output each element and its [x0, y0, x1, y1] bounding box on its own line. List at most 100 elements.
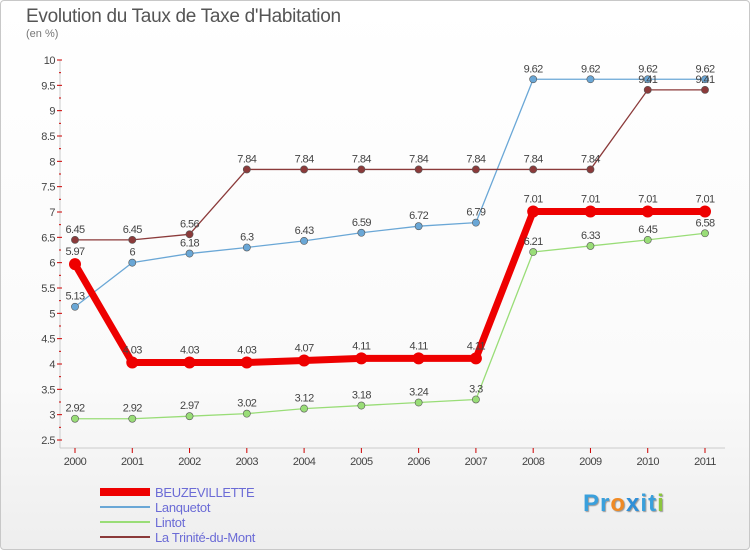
data-point — [529, 75, 538, 84]
data-point — [298, 354, 311, 367]
y-tick-label: 6.5 — [41, 232, 55, 244]
data-point — [300, 236, 308, 245]
data-point — [185, 230, 194, 239]
data-label: 7.84 — [581, 153, 600, 165]
data-point — [357, 401, 366, 410]
data-label: 6.72 — [409, 210, 428, 222]
data-label: 6.45 — [123, 224, 142, 236]
data-label: 9.62 — [524, 63, 543, 75]
data-point — [71, 302, 79, 311]
data-label: 4.11 — [410, 340, 429, 352]
data-label: 9.41 — [638, 74, 657, 86]
data-point — [183, 356, 196, 369]
y-tick-label: 4 — [49, 359, 55, 371]
data-label: 6.56 — [180, 218, 199, 230]
series-line-lanquetot — [74, 78, 705, 308]
data-point — [643, 75, 652, 84]
data-point — [699, 205, 711, 218]
legend: BEUZEVILLETTE Lanquetot Lintot La Trinité-d… — [100, 485, 400, 545]
y-tick-label: 5 — [49, 308, 55, 320]
legend-swatch — [100, 488, 150, 496]
data-point — [701, 229, 709, 238]
data-point — [643, 235, 652, 244]
data-label: 3.18 — [352, 390, 371, 402]
data-label: 6.58 — [695, 217, 714, 229]
data-point — [240, 356, 253, 369]
axes: 2.5 3 3.5 4 4.5 5 5.5 6 6.5 7 7.5 8 8.5 9 9.5 10 2000 200… — [41, 55, 725, 468]
x-tick-label: 2003 — [236, 456, 259, 468]
data-label: 6.43 — [295, 225, 314, 237]
data-label: 6.45 — [638, 224, 657, 236]
data-point — [414, 222, 423, 231]
data-point — [69, 258, 81, 271]
y-tick-label: 6 — [49, 258, 55, 270]
y-tick-label: 2.5 — [41, 435, 55, 447]
data-label: 3.24 — [409, 387, 428, 399]
y-tick-label: 7 — [49, 207, 55, 219]
x-tick-label: 2002 — [178, 456, 201, 468]
x-tick-label: 2006 — [407, 456, 430, 468]
y-tick-label: 8 — [49, 156, 55, 168]
data-point — [185, 249, 194, 258]
data-label: 9.62 — [695, 63, 714, 75]
data-label: 3.02 — [237, 398, 256, 410]
x-tick-label: 2011 — [694, 456, 716, 468]
legend-item: Lanquetot — [100, 500, 400, 515]
data-point — [71, 235, 79, 244]
y-tick-label: 3.5 — [41, 384, 55, 396]
series-layer — [69, 75, 711, 423]
data-point — [414, 165, 423, 174]
legend-swatch — [100, 506, 150, 508]
x-tick-label: 2008 — [522, 456, 545, 468]
x-tick-label: 2004 — [293, 456, 316, 468]
data-point — [242, 409, 251, 418]
data-point — [641, 205, 654, 218]
data-label: 7.84 — [295, 153, 314, 165]
y-tick-label: 9 — [49, 106, 55, 118]
data-label: 9.62 — [581, 63, 600, 75]
data-label: 7.01 — [581, 193, 600, 205]
data-label: 5.97 — [65, 246, 84, 258]
data-point — [71, 414, 79, 423]
data-label: 3.12 — [295, 393, 314, 405]
chart-title: Evolution du Taux de Taxe d'Habitation — [26, 6, 341, 27]
data-label: 7.84 — [409, 153, 428, 165]
data-label: 7.84 — [524, 153, 543, 165]
data-label: 4.11 — [467, 340, 486, 352]
data-point — [300, 165, 308, 174]
series-line-beuzevillette — [71, 207, 705, 366]
series-line-lintot — [75, 232, 706, 420]
x-tick-label: 2007 — [465, 456, 488, 468]
series-line-la-trinit-du-mont — [75, 89, 705, 241]
data-point — [357, 165, 366, 174]
proxiti-logo: Proxiti — [583, 490, 665, 517]
data-point — [128, 258, 137, 267]
data-point — [185, 412, 194, 421]
data-label: 9.62 — [638, 63, 657, 75]
data-point — [414, 398, 423, 407]
data-label: 7.84 — [237, 153, 256, 165]
data-label: 6 — [130, 247, 136, 259]
data-label: 6.79 — [466, 207, 485, 219]
data-point — [701, 85, 709, 94]
data-point — [586, 242, 595, 250]
data-label: 6.59 — [352, 217, 371, 229]
data-label: 6.45 — [65, 224, 84, 236]
data-point — [586, 165, 595, 174]
x-tick-label: 2000 — [64, 456, 87, 468]
data-point — [126, 356, 139, 369]
data-point — [529, 165, 538, 174]
data-label: 9.41 — [695, 74, 714, 86]
data-point — [300, 404, 308, 413]
data-point — [355, 352, 368, 365]
x-tick-label: 2005 — [350, 456, 373, 468]
data-point — [128, 235, 137, 244]
data-point — [128, 414, 137, 423]
y-tick-label: 10 — [44, 55, 56, 67]
data-label: 4.03 — [180, 344, 199, 356]
chart-subtitle: (en %) — [26, 28, 59, 40]
data-point — [529, 248, 538, 256]
data-label: 4.11 — [352, 340, 371, 352]
data-point — [472, 165, 480, 174]
